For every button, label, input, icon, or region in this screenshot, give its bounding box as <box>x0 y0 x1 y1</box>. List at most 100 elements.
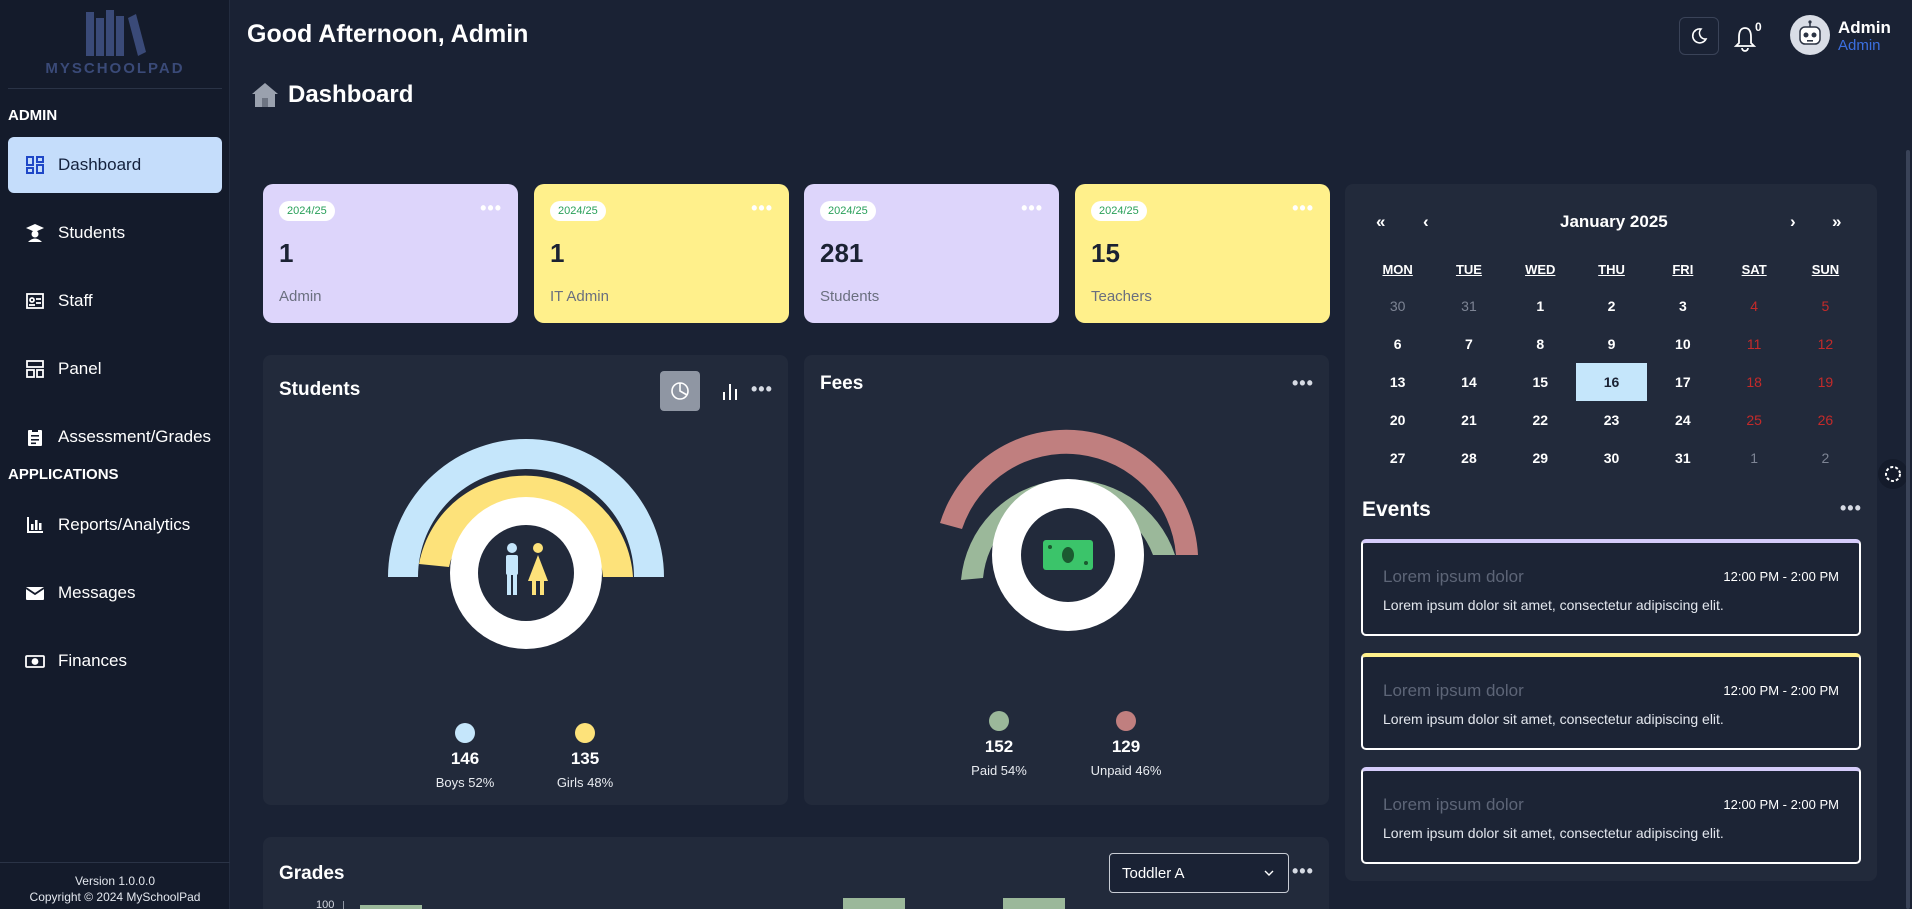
students-radial-chart <box>388 439 664 649</box>
sidebar-item-finances[interactable]: Finances <box>8 633 222 689</box>
stat-label: Admin <box>279 288 322 305</box>
calendar-grid: MON TUE WED THU FRI SAT SUN 30 31 1 2 3 … <box>1362 262 1861 477</box>
stat-card-it-admin[interactable]: 2024/25 ••• 1 IT Admin <box>534 184 789 323</box>
sidebar-item-label: Staff <box>58 291 93 310</box>
sidebar-item-dashboard[interactable]: Dashboard <box>8 137 222 193</box>
legend-value: 152 <box>984 737 1014 756</box>
sidebar-item-staff[interactable]: Staff <box>8 273 222 329</box>
calendar-day[interactable]: 2 <box>1821 450 1830 466</box>
sidebar-item-reports[interactable]: Reports/Analytics <box>8 497 222 553</box>
calendar-day[interactable]: 2 <box>1607 298 1616 314</box>
event-title: Lorem ipsum dolor <box>1383 681 1524 700</box>
sidebar-item-messages[interactable]: Messages <box>8 565 222 621</box>
class-select[interactable]: Toddler A <box>1109 853 1289 893</box>
pie-chart-icon <box>671 382 689 400</box>
calendar-day[interactable]: 8 <box>1536 336 1545 352</box>
moon-icon <box>1691 28 1708 44</box>
calendar-day[interactable]: 31 <box>1461 298 1477 314</box>
calendar-day[interactable]: 17 <box>1675 374 1691 390</box>
year-badge: 2024/25 <box>820 201 876 221</box>
page-title: Dashboard <box>250 80 413 110</box>
calendar-day[interactable]: 21 <box>1461 412 1477 428</box>
event-description: Lorem ipsum dolor sit amet, consectetur … <box>1383 711 1724 727</box>
more-icon[interactable]: ••• <box>751 379 773 399</box>
user-name[interactable]: Admin <box>1838 18 1891 37</box>
calendar-day[interactable]: 14 <box>1461 374 1477 390</box>
calendar-day[interactable]: 10 <box>1675 336 1691 352</box>
calendar-day[interactable]: 26 <box>1817 412 1834 428</box>
scrollbar[interactable] <box>1906 150 1910 909</box>
calendar-week: 20 21 22 23 24 25 26 <box>1362 401 1861 439</box>
sidebar-item-label: Finances <box>58 651 127 670</box>
calendar-next-button[interactable]: › <box>1790 212 1796 231</box>
calendar-day[interactable]: 1 <box>1750 450 1759 466</box>
calendar-day[interactable]: 13 <box>1389 374 1406 390</box>
sidebar-footer: Version 1.0.0.0 Copyright © 2024 MySchoo… <box>0 862 230 905</box>
clipboard-icon <box>25 427 45 447</box>
more-icon[interactable]: ••• <box>1021 198 1043 218</box>
calendar-day-today[interactable]: 16 <box>1575 363 1648 401</box>
stat-card-students[interactable]: 2024/25 ••• 281 Students <box>804 184 1059 323</box>
calendar-month-label[interactable]: January 2025 <box>1560 212 1668 231</box>
legend-paid: 152 Paid 54% <box>954 711 1044 778</box>
calendar-day[interactable]: 4 <box>1750 298 1759 314</box>
calendar-day[interactable]: 23 <box>1603 412 1620 428</box>
sidebar-item-students[interactable]: Students <box>8 205 222 261</box>
more-icon[interactable]: ••• <box>480 198 502 218</box>
avatar[interactable] <box>1790 15 1830 55</box>
event-card[interactable]: Lorem ipsum dolor 12:00 PM - 2:00 PM Lor… <box>1361 653 1861 750</box>
calendar-day[interactable]: 9 <box>1607 336 1616 352</box>
calendar-day[interactable]: 30 <box>1389 298 1406 314</box>
legend-girls: 135 Girls 48% <box>540 723 630 790</box>
stat-card-teachers[interactable]: 2024/25 ••• 15 Teachers <box>1075 184 1330 323</box>
calendar-day[interactable]: 7 <box>1465 336 1473 352</box>
center-hole <box>478 525 574 621</box>
bar-chart-icon <box>723 384 737 400</box>
bar-chart-toggle-button[interactable] <box>718 379 742 403</box>
brand-logo[interactable]: MYSCHOOLPAD <box>40 8 190 82</box>
legend-unpaid: 129 Unpaid 46% <box>1081 711 1171 778</box>
calendar-day[interactable]: 31 <box>1675 450 1691 466</box>
calendar-day[interactable]: 29 <box>1532 450 1549 466</box>
theme-toggle-button[interactable] <box>1679 17 1719 55</box>
calendar-day[interactable]: 24 <box>1675 412 1691 428</box>
more-icon[interactable]: ••• <box>1840 498 1862 518</box>
calendar-day[interactable]: 5 <box>1821 298 1830 314</box>
calendar-first-button[interactable]: « <box>1376 212 1386 231</box>
grade-bar <box>1003 898 1065 909</box>
event-title: Lorem ipsum dolor <box>1383 795 1524 814</box>
stat-card-admin[interactable]: 2024/25 ••• 1 Admin <box>263 184 518 323</box>
event-card[interactable]: Lorem ipsum dolor 12:00 PM - 2:00 PM Lor… <box>1361 539 1861 636</box>
calendar-day[interactable]: 25 <box>1746 412 1762 428</box>
more-icon[interactable]: ••• <box>1292 373 1314 393</box>
more-icon[interactable]: ••• <box>1292 861 1314 881</box>
stat-label: IT Admin <box>550 288 609 305</box>
pie-chart-toggle-button[interactable] <box>660 371 700 411</box>
calendar-day[interactable]: 30 <box>1603 450 1620 466</box>
calendar-day[interactable]: 12 <box>1817 336 1834 352</box>
sidebar-item-assessment[interactable]: Assessment/Grades <box>8 409 222 465</box>
legend-boys: 146 Boys 52% <box>420 723 510 790</box>
events-title: Events <box>1362 498 1431 521</box>
calendar-day[interactable]: 19 <box>1817 374 1834 390</box>
bell-icon[interactable] <box>1733 24 1757 54</box>
calendar-day[interactable]: 1 <box>1536 298 1545 314</box>
more-icon[interactable]: ••• <box>1292 198 1314 218</box>
calendar-day[interactable]: 3 <box>1678 298 1687 314</box>
calendar-day[interactable]: 11 <box>1746 336 1762 352</box>
money-icon <box>25 651 45 671</box>
stat-value: 1 <box>550 238 565 268</box>
calendar-day[interactable]: 27 <box>1389 450 1406 466</box>
calendar-day[interactable]: 18 <box>1746 374 1762 390</box>
calendar-day[interactable]: 6 <box>1393 336 1402 352</box>
calendar-day[interactable]: 22 <box>1532 412 1549 428</box>
sidebar-item-panel[interactable]: Panel <box>8 341 222 397</box>
calendar-day[interactable]: 15 <box>1532 374 1549 390</box>
more-icon[interactable]: ••• <box>751 198 773 218</box>
calendar-day[interactable]: 28 <box>1461 450 1477 466</box>
sidebar-item-label: Panel <box>58 359 102 378</box>
event-card[interactable]: Lorem ipsum dolor 12:00 PM - 2:00 PM Lor… <box>1361 767 1861 864</box>
calendar-day[interactable]: 20 <box>1389 412 1406 428</box>
calendar-prev-button[interactable]: ‹ <box>1423 212 1429 231</box>
calendar-last-button[interactable]: » <box>1832 212 1842 231</box>
